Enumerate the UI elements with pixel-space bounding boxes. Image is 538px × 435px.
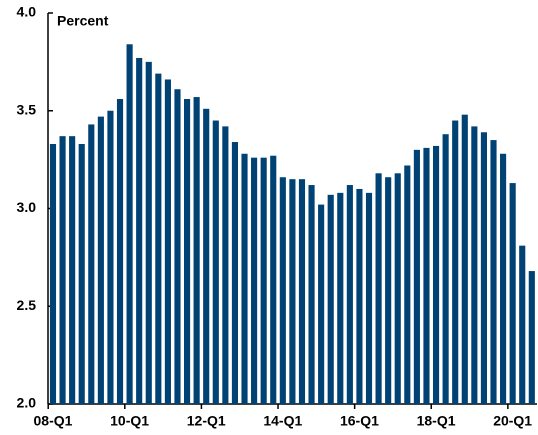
bar [164, 79, 171, 404]
bar [78, 143, 85, 405]
bar [413, 149, 420, 404]
bar [69, 136, 76, 405]
bar [442, 134, 449, 404]
bar [461, 114, 468, 404]
bar [509, 183, 516, 404]
bar [241, 153, 248, 404]
bar [327, 194, 334, 404]
bar [49, 143, 57, 405]
bar [183, 99, 191, 405]
bar [337, 192, 344, 404]
bar [155, 73, 162, 404]
bar [88, 124, 95, 404]
bar [308, 185, 315, 404]
y-tick-label: 2.0 [17, 395, 37, 411]
bar [174, 89, 181, 405]
bar [519, 245, 526, 404]
x-tick-label: 12-Q1 [187, 413, 226, 429]
bar [318, 204, 325, 404]
bar [126, 44, 133, 404]
x-tick-label: 16-Q1 [340, 413, 379, 429]
x-tick-label: 20-Q1 [493, 413, 532, 429]
bar [97, 116, 104, 405]
x-tick-label: 10-Q1 [110, 413, 149, 429]
bar [270, 155, 277, 404]
bar [365, 192, 373, 404]
bar [404, 165, 411, 404]
bar [375, 173, 382, 404]
bar [471, 126, 478, 404]
bar [423, 147, 430, 404]
chart-title: Percent [57, 13, 109, 29]
x-tick-label: 18-Q1 [417, 413, 456, 429]
bar [528, 271, 535, 404]
bar [116, 99, 124, 405]
bar [107, 110, 114, 404]
bar [203, 108, 210, 405]
bar [394, 173, 401, 404]
y-tick-label: 2.5 [17, 297, 37, 313]
bar [193, 97, 200, 404]
y-tick-label: 3.5 [17, 101, 37, 117]
bar [385, 177, 392, 404]
y-tick-label: 4.0 [17, 4, 37, 20]
bar [289, 179, 296, 404]
x-tick-label: 14-Q1 [263, 413, 302, 429]
bar [251, 157, 258, 404]
bar [231, 142, 239, 404]
bar [346, 185, 353, 404]
bar [145, 61, 152, 404]
bar [356, 188, 363, 404]
bar [136, 57, 143, 405]
bar [222, 126, 229, 404]
bar [490, 140, 497, 404]
y-tick-label: 3.0 [17, 199, 37, 215]
bar [298, 179, 306, 404]
bar [432, 145, 440, 404]
bar [480, 132, 487, 404]
bar [59, 136, 66, 405]
bar [212, 120, 219, 405]
x-tick-label: 08-Q1 [34, 413, 73, 429]
bar [260, 157, 267, 404]
bar [500, 153, 507, 404]
bar [279, 177, 286, 404]
bar [452, 120, 459, 405]
